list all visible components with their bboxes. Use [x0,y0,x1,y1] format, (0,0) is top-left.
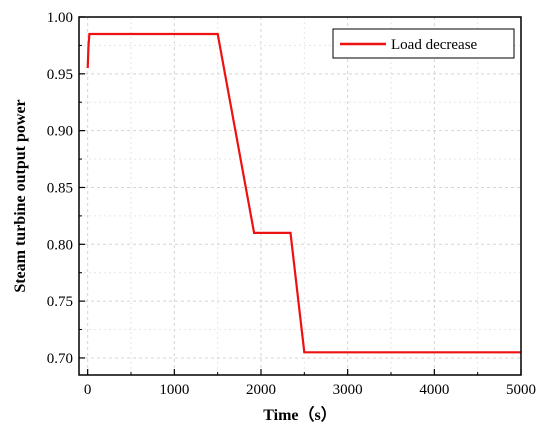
y-tick-label: 1.00 [47,10,73,26]
legend: Load decrease [332,28,515,59]
plot-area-frame [78,16,522,376]
y-tick-label: 0.95 [47,67,73,83]
legend-label-load-decrease: Load decrease [391,37,478,53]
y-tick-label: 0.75 [47,294,73,310]
y-tick-label: 0.90 [47,124,73,140]
x-tick-label: 4000 [419,382,449,398]
series-line-load-decrease [86,32,521,354]
x-tick-label: 2000 [246,382,276,398]
y-tick-label: 0.80 [47,237,73,253]
x-tick-label: 3000 [333,382,363,398]
y-tick-label: 0.85 [47,180,73,196]
x-tick-label: 0 [84,382,92,398]
series-layer [86,32,521,354]
x-tick-label: 1000 [159,382,189,398]
y-axis-title: Steam turbine output power [12,99,29,292]
x-axis-title: Time（s） [263,406,337,424]
x-tick-label: 5000 [506,382,536,398]
y-tick-label: 0.70 [47,351,73,367]
axis-ticks: 0 1000 2000 3000 4000 5000 0.70 0.75 0.80 0.85 0.9… [47,10,536,398]
